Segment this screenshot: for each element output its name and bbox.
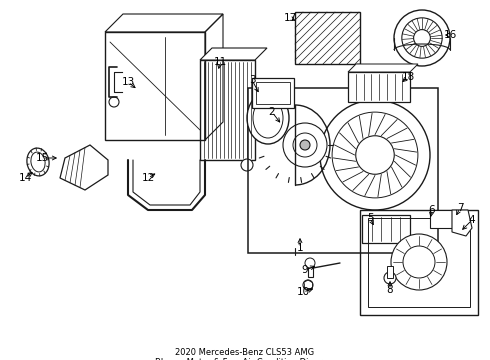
Circle shape <box>300 140 310 150</box>
Circle shape <box>303 280 313 290</box>
Circle shape <box>305 258 315 268</box>
Circle shape <box>293 133 317 157</box>
Text: 8: 8 <box>387 285 393 295</box>
Ellipse shape <box>27 148 49 176</box>
Ellipse shape <box>247 92 289 144</box>
Ellipse shape <box>31 152 45 172</box>
Bar <box>362 215 410 243</box>
Circle shape <box>394 10 450 66</box>
Bar <box>200 60 255 160</box>
Text: 18: 18 <box>401 72 415 82</box>
Circle shape <box>320 100 430 210</box>
Text: 3: 3 <box>249 75 255 85</box>
Text: 16: 16 <box>443 30 457 40</box>
Bar <box>368 218 470 307</box>
Text: 6: 6 <box>429 205 435 215</box>
Bar <box>348 72 410 102</box>
Bar <box>430 210 452 228</box>
Bar <box>295 12 360 64</box>
Text: 1: 1 <box>296 243 303 253</box>
Circle shape <box>283 123 327 167</box>
Circle shape <box>384 272 396 284</box>
Circle shape <box>109 97 119 107</box>
Bar <box>256 82 290 104</box>
Text: 10: 10 <box>296 287 310 297</box>
Polygon shape <box>60 145 108 190</box>
Bar <box>387 266 393 278</box>
Text: 14: 14 <box>19 173 32 183</box>
Circle shape <box>391 234 447 290</box>
Bar <box>248 88 438 253</box>
Bar <box>252 78 294 108</box>
Text: 7: 7 <box>457 203 464 213</box>
Text: 9: 9 <box>302 265 308 275</box>
Polygon shape <box>200 48 267 60</box>
Circle shape <box>356 136 394 174</box>
Text: 15: 15 <box>35 153 49 163</box>
Text: 5: 5 <box>367 213 373 223</box>
Text: 11: 11 <box>213 57 227 67</box>
Text: 17: 17 <box>283 13 296 23</box>
Bar <box>308 263 313 277</box>
Text: 13: 13 <box>122 77 135 87</box>
Text: 2020 Mercedes-Benz CLS53 AMG
Blower Motor & Fan, Air Condition Diagram: 2020 Mercedes-Benz CLS53 AMG Blower Moto… <box>155 348 335 360</box>
Text: 2: 2 <box>269 107 275 117</box>
Ellipse shape <box>253 98 283 138</box>
Circle shape <box>414 30 430 46</box>
Bar <box>105 32 205 140</box>
Circle shape <box>332 112 418 198</box>
Polygon shape <box>348 64 418 72</box>
Circle shape <box>403 246 435 278</box>
Bar <box>360 210 478 315</box>
Circle shape <box>402 18 442 58</box>
Polygon shape <box>452 210 472 236</box>
Circle shape <box>241 159 253 171</box>
Text: 4: 4 <box>469 215 475 225</box>
Text: 12: 12 <box>142 173 155 183</box>
